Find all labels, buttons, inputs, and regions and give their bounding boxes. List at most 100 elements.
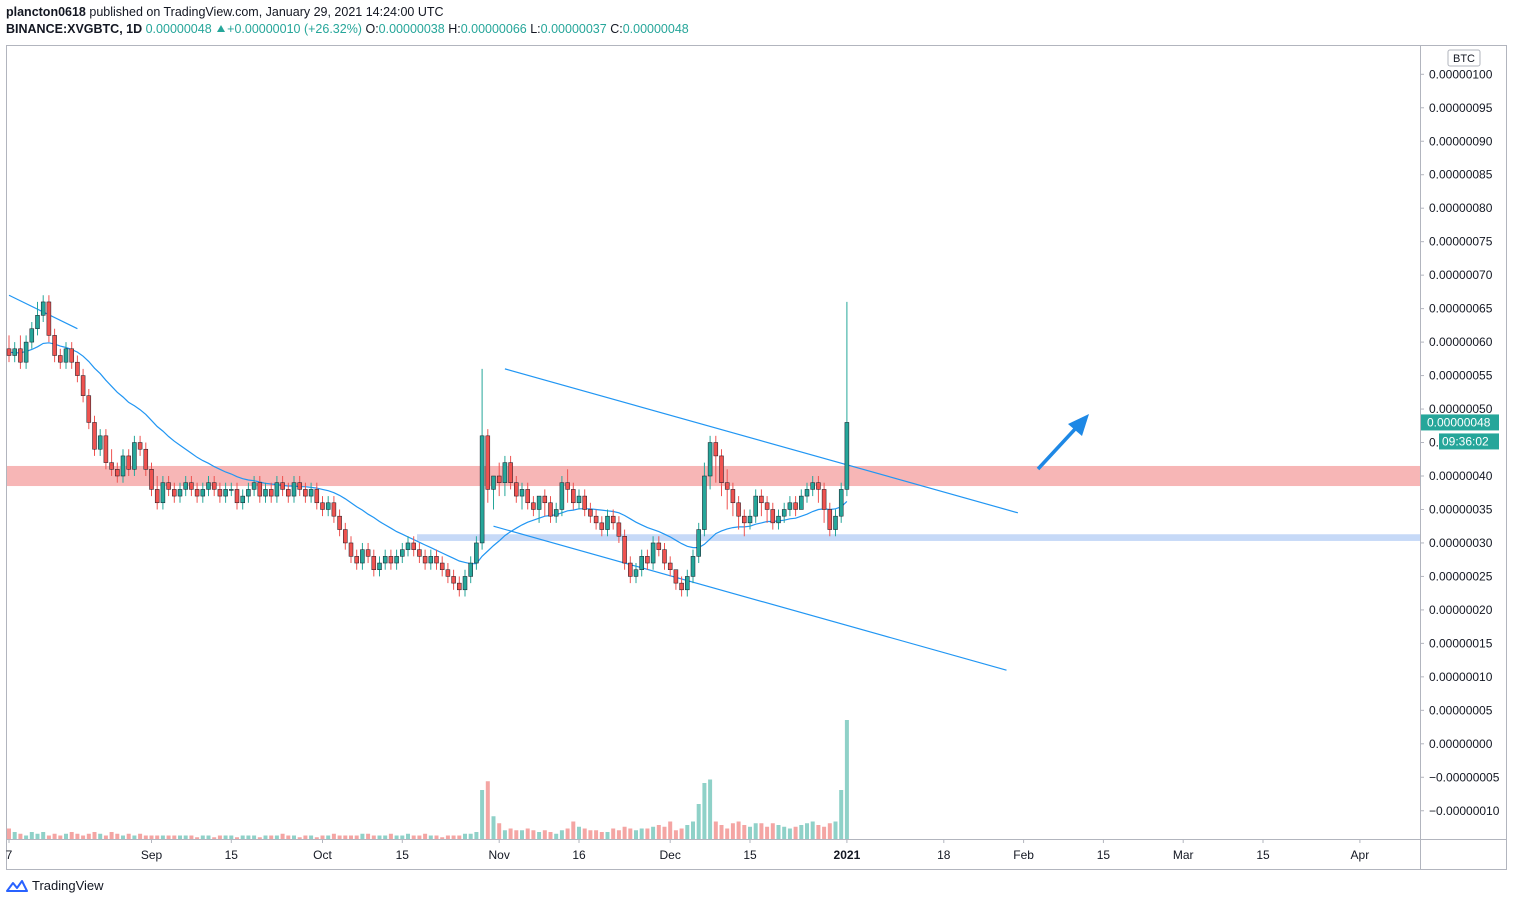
candle-body xyxy=(35,315,40,329)
y-tick-label: 0.00000075 xyxy=(1429,235,1493,249)
candle xyxy=(223,482,228,503)
candle xyxy=(787,496,793,517)
candle xyxy=(371,549,377,577)
candle-body xyxy=(234,489,240,504)
candle xyxy=(838,482,844,523)
candle xyxy=(63,342,69,369)
candle xyxy=(719,449,724,497)
candle-body xyxy=(565,482,570,490)
volume-bar xyxy=(736,821,741,839)
candle-body xyxy=(462,576,468,591)
candle-body xyxy=(189,482,194,490)
candle-body xyxy=(833,515,838,530)
candle xyxy=(816,476,821,503)
volume-bar xyxy=(451,835,456,839)
candle-body xyxy=(422,556,428,564)
volume-bar xyxy=(172,835,177,839)
y-tick-label: 0.00000030 xyxy=(1429,536,1493,550)
candle-body xyxy=(120,455,126,477)
trendline xyxy=(504,368,1019,514)
volume-bar xyxy=(770,823,775,839)
x-tick-label: Dec xyxy=(660,848,681,862)
candle xyxy=(189,476,194,497)
candle-body xyxy=(736,502,741,517)
candle-body xyxy=(382,556,388,564)
candle xyxy=(268,482,274,503)
candle-body xyxy=(571,489,576,504)
zones xyxy=(7,465,1420,541)
volume-bar xyxy=(81,835,86,839)
volume-bar xyxy=(35,833,40,839)
volume-bar xyxy=(514,830,519,839)
candle-body xyxy=(645,556,650,564)
candle-body xyxy=(662,549,667,564)
candle-body xyxy=(400,549,405,557)
author-name[interactable]: plancton0618 xyxy=(6,5,86,19)
candle-body xyxy=(172,489,177,497)
volume-bar xyxy=(679,828,684,839)
candle xyxy=(126,449,131,476)
candle xyxy=(690,549,696,584)
volume-bar xyxy=(149,835,154,839)
volume-bar xyxy=(548,832,553,839)
candle xyxy=(206,476,211,497)
candle-body xyxy=(132,442,137,470)
volume-bar xyxy=(69,832,74,839)
footer[interactable]: TradingView xyxy=(6,878,104,893)
volume-bar xyxy=(166,835,171,839)
y-tick-label: 0.00000040 xyxy=(1429,469,1493,483)
y-tick-label: 0.00000080 xyxy=(1429,201,1493,215)
y-tick-label: 0.00000055 xyxy=(1429,369,1493,383)
candle xyxy=(240,489,245,510)
candle-body xyxy=(713,442,719,457)
volume-bar xyxy=(155,835,160,839)
candle xyxy=(428,549,434,570)
candle-body xyxy=(628,562,633,577)
volume-bar xyxy=(286,835,291,839)
volume-bar xyxy=(827,823,832,839)
candle xyxy=(86,388,92,430)
volume-bar xyxy=(18,833,23,839)
candle-body xyxy=(417,549,422,557)
volume-bar xyxy=(805,823,809,839)
candle-body xyxy=(525,489,530,504)
y-tick-label: 0.00000090 xyxy=(1429,134,1493,148)
chart-frame xyxy=(6,45,1507,870)
x-tick-label: 7 xyxy=(6,848,13,862)
x-tick-label: 15 xyxy=(225,848,239,862)
volume-bar xyxy=(297,837,302,839)
volume-bar xyxy=(730,823,735,839)
candle xyxy=(75,355,80,383)
candle xyxy=(633,563,639,584)
candle-body xyxy=(92,422,97,450)
volume-bar xyxy=(121,835,125,839)
candle xyxy=(827,502,833,537)
candle-body xyxy=(827,509,833,530)
breakout-arrow[interactable] xyxy=(1036,414,1089,471)
volume-bar xyxy=(639,828,644,839)
candle-body xyxy=(491,475,496,490)
candle-body xyxy=(360,549,365,564)
candle-body xyxy=(502,462,508,483)
candle xyxy=(308,482,314,503)
volume-bar xyxy=(229,835,234,839)
volume-bar xyxy=(160,835,165,839)
volume-bar xyxy=(394,835,399,839)
candle xyxy=(502,455,508,497)
currency-badge-box xyxy=(1447,49,1481,67)
volume-bar xyxy=(309,835,314,839)
volume-bar xyxy=(212,837,217,839)
price-axis[interactable]: 0.00000100 0.00000095 0.00000090 0.00000085… xyxy=(1420,49,1500,818)
candle-body xyxy=(291,482,297,497)
candle xyxy=(172,482,177,503)
candle xyxy=(46,295,52,343)
candle-body xyxy=(479,435,485,544)
volume-bar xyxy=(388,833,393,839)
time-axis[interactable]: 7 Sep 15 Oct 15 Nov 16 Dec 15 2021 18 Feb 15 Mar 15 Apr xyxy=(6,839,1370,862)
candle-body xyxy=(63,348,69,363)
y-tick-label: 0.00000035 xyxy=(1429,502,1493,516)
x-tick-label: 15 xyxy=(396,848,410,862)
candle xyxy=(274,476,280,503)
y-tick-label: 0.00000050 xyxy=(1429,402,1493,416)
